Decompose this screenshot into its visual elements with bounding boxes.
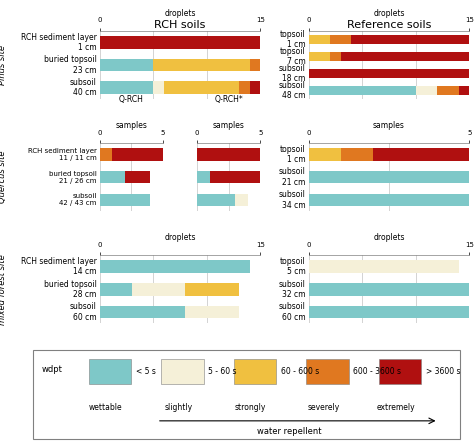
Bar: [185, 306, 239, 318]
Bar: [197, 194, 235, 206]
Text: Pinus site: Pinus site: [0, 45, 7, 85]
Bar: [100, 82, 153, 94]
Bar: [185, 283, 239, 295]
Bar: [373, 148, 469, 161]
Bar: [306, 359, 349, 384]
Bar: [309, 86, 416, 95]
X-axis label: droplets: droplets: [373, 9, 405, 18]
Bar: [197, 171, 210, 183]
Bar: [416, 86, 437, 95]
Bar: [309, 35, 330, 44]
Bar: [351, 35, 469, 44]
Bar: [125, 171, 150, 183]
X-axis label: samples: samples: [115, 121, 147, 130]
Bar: [132, 283, 185, 295]
Bar: [309, 194, 469, 206]
Bar: [164, 82, 239, 94]
Bar: [89, 359, 131, 384]
Bar: [100, 59, 153, 71]
Bar: [100, 283, 132, 295]
Bar: [153, 82, 164, 94]
Bar: [309, 283, 469, 295]
Bar: [250, 59, 260, 71]
Bar: [309, 52, 330, 61]
X-axis label: droplets: droplets: [164, 233, 196, 242]
Text: slightly: slightly: [164, 403, 192, 412]
Bar: [234, 359, 276, 384]
Bar: [250, 82, 260, 94]
Text: wdpt: wdpt: [42, 365, 63, 374]
Text: extremely: extremely: [376, 403, 415, 412]
Text: 5 - 60 s: 5 - 60 s: [208, 367, 237, 376]
X-axis label: samples: samples: [213, 121, 245, 130]
Bar: [100, 260, 250, 273]
Bar: [309, 171, 469, 183]
Bar: [210, 171, 260, 183]
Bar: [309, 260, 458, 273]
Bar: [100, 306, 185, 318]
Text: Quercus site: Quercus site: [0, 151, 7, 203]
Text: > 3600 s: > 3600 s: [426, 367, 460, 376]
Text: water repellent: water repellent: [257, 427, 321, 436]
Text: wettable: wettable: [89, 403, 122, 412]
Text: Reference soils: Reference soils: [346, 20, 431, 30]
Bar: [330, 35, 351, 44]
Bar: [309, 148, 341, 161]
X-axis label: samples: samples: [373, 121, 405, 130]
Bar: [100, 36, 260, 49]
Text: mixed forest site: mixed forest site: [0, 254, 7, 325]
Text: < 5 s: < 5 s: [136, 367, 155, 376]
X-axis label: droplets: droplets: [164, 9, 196, 18]
Text: strongly: strongly: [235, 403, 266, 412]
Text: 600 - 3600 s: 600 - 3600 s: [353, 367, 401, 376]
Bar: [235, 194, 248, 206]
X-axis label: droplets: droplets: [373, 233, 405, 242]
Bar: [379, 359, 421, 384]
Bar: [153, 59, 250, 71]
Bar: [100, 148, 112, 161]
Bar: [309, 69, 469, 78]
Bar: [341, 148, 373, 161]
Bar: [161, 359, 204, 384]
Bar: [330, 52, 341, 61]
Text: RCH soils: RCH soils: [154, 20, 206, 30]
Bar: [100, 171, 125, 183]
Bar: [341, 52, 469, 61]
Title: Q-RCH: Q-RCH: [118, 95, 144, 104]
Bar: [458, 86, 469, 95]
Bar: [112, 148, 163, 161]
Text: severely: severely: [307, 403, 339, 412]
Bar: [437, 86, 458, 95]
Text: 60 - 600 s: 60 - 600 s: [281, 367, 319, 376]
Bar: [239, 82, 250, 94]
Bar: [197, 148, 260, 161]
Bar: [309, 306, 469, 318]
Title: Q-RCH*: Q-RCH*: [214, 95, 243, 104]
Bar: [100, 194, 150, 206]
